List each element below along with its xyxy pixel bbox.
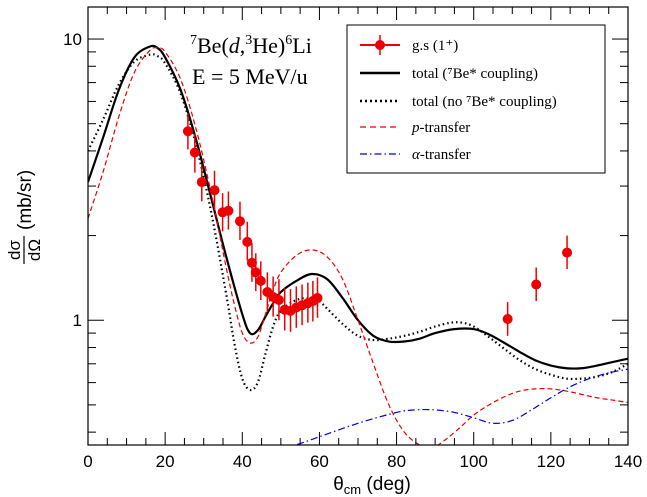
y-tick-label: 1 [73,311,82,330]
reaction-comma: , [240,33,246,58]
reaction-he: He) [252,33,285,58]
data-point [242,221,253,261]
reaction-be: Be( [197,33,229,58]
y-axis-label-numerator: dσ [5,240,24,260]
reaction-d: d [229,33,241,58]
x-tick-label: 40 [233,452,252,471]
data-point [223,191,234,230]
data-point-marker [531,279,542,290]
reaction-sup-6: 6 [285,33,292,48]
curve-alpha [294,368,628,445]
legend-data-marker [375,40,385,50]
data-point-marker [182,126,193,137]
legend-entry-total: total (⁷Be* coupling) [360,66,538,82]
data-point [182,113,193,150]
data-point-marker [312,292,323,303]
x-tick-label: 100 [460,452,488,471]
curve-total [88,44,628,370]
data-point [255,261,266,301]
legend-p-italic: p [411,120,420,136]
axis-tick-labels: 0 20 40 60 80 100 120 140 1 10 [63,30,642,471]
reaction-sup-7: 7 [190,33,197,48]
data-point-marker [209,185,220,196]
data-point-marker [562,247,573,258]
legend-p-rest: -transfer [420,120,471,136]
x-tick-label: 80 [387,452,406,471]
data-point-marker [242,236,253,247]
data-point-marker [250,267,261,278]
y-axis-label: dσ dΩ (mb/sr) [5,170,44,264]
x-tick-label: 140 [614,452,642,471]
data-point-marker [189,147,200,158]
data-point [562,235,573,270]
reaction-label: 7Be(d,3He)6Li [190,33,312,58]
x-axis-label: θcm (deg) [333,474,411,497]
x-tick-label: 20 [156,452,175,471]
data-point-marker [255,275,266,286]
data-point [273,279,284,321]
data-point [196,163,207,202]
data-point [209,170,220,210]
legend-entry-data: g.s (1⁺) [360,35,458,55]
data-point [250,253,261,292]
y-axis-label-denominator: dΩ [25,239,44,261]
legend-p-transfer-label: p-transfer [411,120,470,136]
reaction-sup-3: 3 [245,33,252,48]
data-point [531,267,542,302]
data-point [234,201,245,240]
x-axis-label-theta: θ [333,474,344,495]
legend-nocoupling-label: total (no ⁷Be* coupling) [412,94,557,110]
curve-p [88,46,628,445]
legend-box [346,24,606,174]
energy-label: E = 5 MeV/u [192,64,308,89]
data-point [189,133,200,173]
y-tick-label: 10 [63,30,82,49]
legend-entry-alpha-transfer: α-transfer [360,147,471,163]
axis-ticks [87,7,629,445]
x-tick-label: 120 [537,452,565,471]
reaction-li: Li [292,33,312,58]
data-point-marker [234,216,245,227]
data-point [502,302,513,336]
legend-entry-nocoupling: total (no ⁷Be* coupling) [360,94,557,110]
data-point-marker [502,314,513,325]
data-point [312,277,323,318]
x-tick-label: 0 [83,452,92,471]
x-axis-label-unit: (deg) [361,474,411,495]
curve-layer [88,44,628,445]
x-axis-label-sub: cm [344,482,361,497]
data-point-marker [246,257,257,268]
y-axis-label-unit: (mb/sr) [15,170,36,230]
data-point-marker [273,295,284,306]
legend: g.s (1⁺) total (⁷Be* coupling) total (no… [346,24,606,174]
legend-alpha-italic: α [412,147,421,163]
data-point-layer [182,113,573,336]
x-tick-label: 60 [310,452,329,471]
data-point-marker [223,205,234,216]
legend-alpha-rest: -transfer [420,147,471,163]
legend-data-label: g.s (1⁺) [412,38,458,54]
legend-entry-p-transfer: p-transfer [360,120,470,136]
legend-alpha-transfer-label: α-transfer [412,147,471,163]
data-point-marker [196,177,207,188]
legend-total-label: total (⁷Be* coupling) [412,66,538,82]
